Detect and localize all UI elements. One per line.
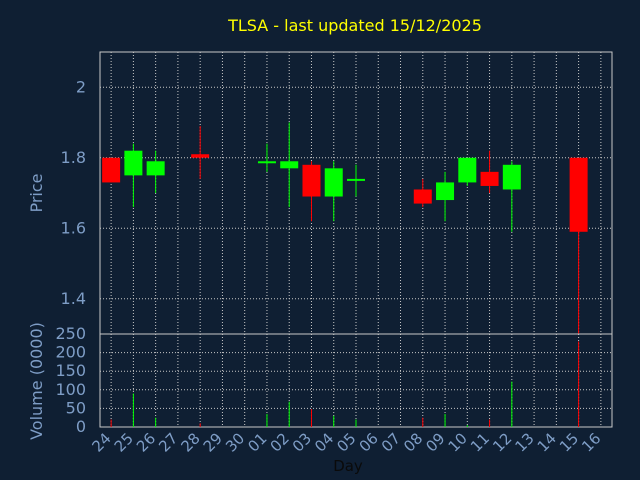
candle-body: [436, 182, 455, 201]
candle-body: [302, 164, 321, 197]
price-y-ticks: 1.4 1.6 1.8 2: [61, 77, 86, 308]
volume-tick-label: 50: [66, 398, 86, 417]
volume-axis-label: Volume (0000): [27, 322, 46, 440]
candle-body: [124, 150, 143, 176]
candle-body: [280, 161, 299, 169]
volume-tick-label: 200: [55, 343, 86, 362]
volume-tick-label: 0: [76, 417, 86, 436]
candle-body: [480, 171, 499, 186]
price-tick-label: 1.4: [61, 289, 86, 308]
candle-body: [347, 178, 365, 181]
price-axis-label: Price: [27, 173, 46, 212]
candle-body: [324, 168, 343, 197]
volume-tick-label: 150: [55, 361, 86, 380]
candle-body: [146, 161, 165, 176]
candle-body: [191, 154, 210, 158]
price-tick-label: 1.6: [61, 218, 86, 237]
price-tick-label: 2: [76, 77, 86, 96]
candles: [102, 122, 588, 334]
x-ticks: 2425262728293001020304050607080910111213…: [88, 429, 604, 455]
candle-body: [413, 189, 432, 204]
volume-tick-label: 250: [55, 324, 86, 343]
candle-body: [102, 157, 121, 183]
price-panel: 1.4 1.6 1.8 2 Price: [27, 51, 613, 335]
volume-tick-label: 100: [55, 380, 86, 399]
price-tick-label: 1.8: [61, 148, 86, 167]
volume-bars: [110, 341, 580, 427]
candle-body: [458, 157, 477, 183]
chart-title: TLSA - last updated 15/12/2025: [227, 16, 482, 35]
candle-body: [502, 164, 521, 190]
candle-body: [569, 157, 588, 232]
candle-body: [257, 161, 276, 164]
x-axis-label: Day: [333, 457, 363, 475]
